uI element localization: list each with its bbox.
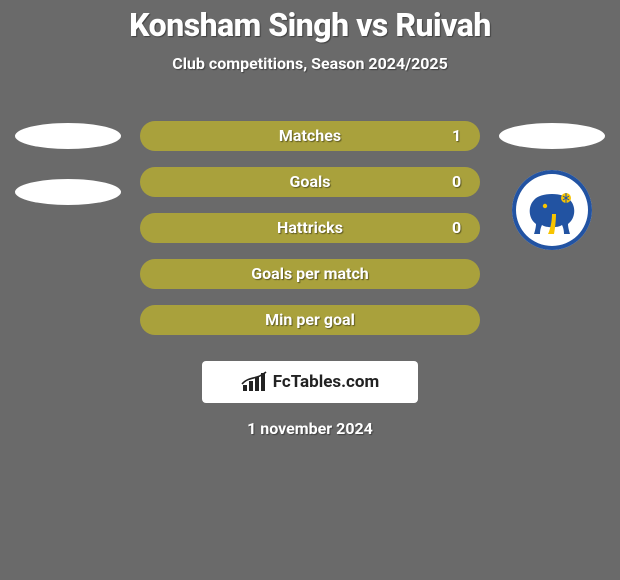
stat-value-right: 0 — [452, 213, 461, 243]
stat-value-right: 1 — [452, 121, 461, 151]
stat-label: Goals per match — [140, 259, 480, 289]
stat-label: Hattricks — [140, 213, 480, 243]
page-title: Konsham Singh vs Ruivah — [0, 6, 620, 44]
stat-row: Hattricks0 — [0, 213, 620, 259]
stats-bars: Matches1Goals0Hattricks0Goals per matchM… — [0, 121, 620, 351]
stat-label: Goals — [140, 167, 480, 197]
subtitle: Club competitions, Season 2024/2025 — [0, 54, 620, 73]
comparison-card: Konsham Singh vs Ruivah Club competition… — [0, 0, 620, 580]
stat-row: Min per goal — [0, 305, 620, 351]
stat-row: Goals0 — [0, 167, 620, 213]
stat-label: Matches — [140, 121, 480, 151]
watermark: FcTables.com — [202, 361, 418, 403]
watermark-text: FcTables.com — [273, 372, 379, 392]
stat-row: Goals per match — [0, 259, 620, 305]
stat-value-right: 0 — [452, 167, 461, 197]
stat-row: Matches1 — [0, 121, 620, 167]
bar-chart-icon — [241, 371, 267, 393]
stat-label: Min per goal — [140, 305, 480, 335]
date-label: 1 november 2024 — [0, 419, 620, 438]
